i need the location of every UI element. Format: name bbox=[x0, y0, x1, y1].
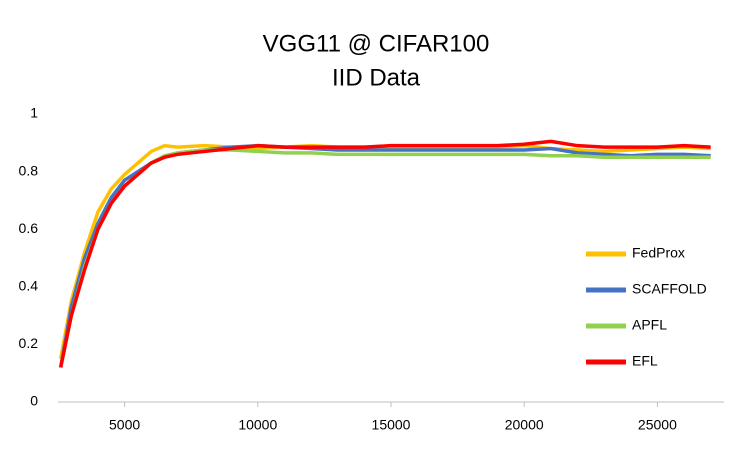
x-tick-label: 20000 bbox=[505, 417, 544, 433]
series-line bbox=[58, 143, 711, 368]
y-tick-label: 0.6 bbox=[19, 220, 39, 236]
x-tick-label: 10000 bbox=[238, 417, 277, 433]
legend-label: SCAFFOLD bbox=[632, 281, 707, 297]
legend-label: EFL bbox=[632, 353, 658, 369]
chart-subtitle: IID Data bbox=[332, 64, 421, 91]
chart-title: VGG11 @ CIFAR100 bbox=[263, 30, 490, 57]
x-tick-label: 5000 bbox=[109, 417, 140, 433]
series-line bbox=[58, 139, 711, 368]
x-tick-label: 15000 bbox=[372, 417, 411, 433]
y-tick-label: 0.8 bbox=[19, 162, 39, 178]
x-tick-label: 25000 bbox=[638, 417, 677, 433]
y-tick-label: 0.4 bbox=[19, 278, 39, 294]
y-tick-label: 0 bbox=[30, 393, 38, 409]
legend-label: FedProx bbox=[632, 245, 685, 261]
y-tick-label: 0.2 bbox=[19, 335, 39, 351]
legend-label: APFL bbox=[632, 317, 667, 333]
y-tick-label: 1 bbox=[30, 105, 38, 121]
